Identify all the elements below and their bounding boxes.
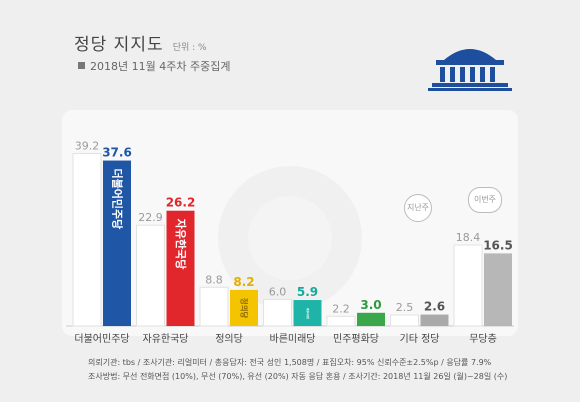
this-week-bar — [484, 253, 512, 326]
national-assembly-logo-icon — [428, 49, 512, 91]
this-week-value-label: 26.2 — [166, 196, 196, 210]
this-week-bubble: 이번주 — [468, 187, 502, 213]
survey-footer: 의뢰기관: tbs / 조사기관: 리얼미터 / 총응답자: 전국 성인 1,5… — [88, 356, 507, 384]
category-label: 바른미래당 — [270, 333, 316, 345]
category-label: 민주평화당 — [333, 333, 379, 345]
prev-week-bar — [453, 244, 483, 327]
square-bullet-icon — [78, 62, 85, 69]
prev-week-value-label: 39.2 — [75, 140, 100, 153]
category-label: 더불어민주당 — [74, 333, 129, 345]
prev-week-bar — [199, 286, 229, 327]
chart-title: 정당 지지도 — [74, 35, 164, 55]
prev-week-bar — [390, 314, 419, 327]
chart-header: 정당 지지도 단위 : % — [74, 30, 207, 55]
prev-week-bar — [72, 153, 102, 327]
this-week-bubble-text: 이번주 — [468, 187, 502, 213]
unit-label: 단위 : % — [172, 43, 207, 53]
prev-week-value-label: 8.8 — [205, 273, 223, 286]
this-week-value-label: 37.6 — [102, 146, 132, 160]
this-week-value-label: 3.0 — [360, 298, 381, 312]
this-week-value-label: 2.6 — [424, 300, 445, 314]
this-week-bar — [103, 160, 131, 326]
prev-week-value-label: 2.5 — [396, 301, 414, 314]
bar-party-name-text: 자유한국당 — [174, 219, 188, 270]
this-week-bar — [293, 300, 322, 326]
footer-line-1: 의뢰기관: tbs / 조사기관: 리얼미터 / 총응답자: 전국 성인 1,5… — [88, 358, 492, 367]
category-label: 기타 정당 — [400, 333, 440, 345]
subtitle-text: 2018년 11월 4주차 주중집계 — [90, 60, 231, 73]
prev-week-bar — [136, 224, 165, 327]
this-week-value-label: 5.9 — [297, 285, 318, 299]
this-week-value-label: 16.5 — [483, 238, 513, 252]
category-label: 자유한국당 — [143, 333, 189, 345]
bar-party-name-text: 정의당 — [240, 298, 249, 319]
bar-party-name-text: 바른미래당 — [306, 308, 310, 320]
chart-subtitle: 2018년 11월 4주차 주중집계 — [78, 58, 230, 74]
prev-week-bar — [326, 315, 356, 327]
this-week-bar — [166, 210, 195, 326]
this-week-bar — [230, 289, 258, 326]
this-week-bar — [420, 314, 449, 326]
prev-week-bar — [263, 299, 292, 327]
this-week-bar — [357, 312, 385, 326]
this-week-value-label: 8.2 — [233, 275, 254, 289]
bar-party-name-text: 더불어민주당 — [111, 169, 125, 230]
footer-line-2: 조사방법: 무선 전화면접 (10%), 무선 (70%), 유선 (20%) … — [88, 372, 508, 381]
prev-week-value-label: 2.2 — [332, 302, 350, 315]
category-label: 정의당 — [215, 333, 243, 345]
prev-week-bubble-text: 지난주 — [404, 194, 432, 222]
watermark-emblem-icon — [218, 166, 362, 310]
category-label: 무당층 — [469, 333, 497, 345]
prev-week-value-label: 22.9 — [138, 211, 163, 224]
prev-week-value-label: 6.0 — [269, 286, 287, 299]
prev-week-value-label: 18.4 — [456, 231, 481, 244]
prev-week-bubble: 지난주 — [404, 194, 432, 222]
